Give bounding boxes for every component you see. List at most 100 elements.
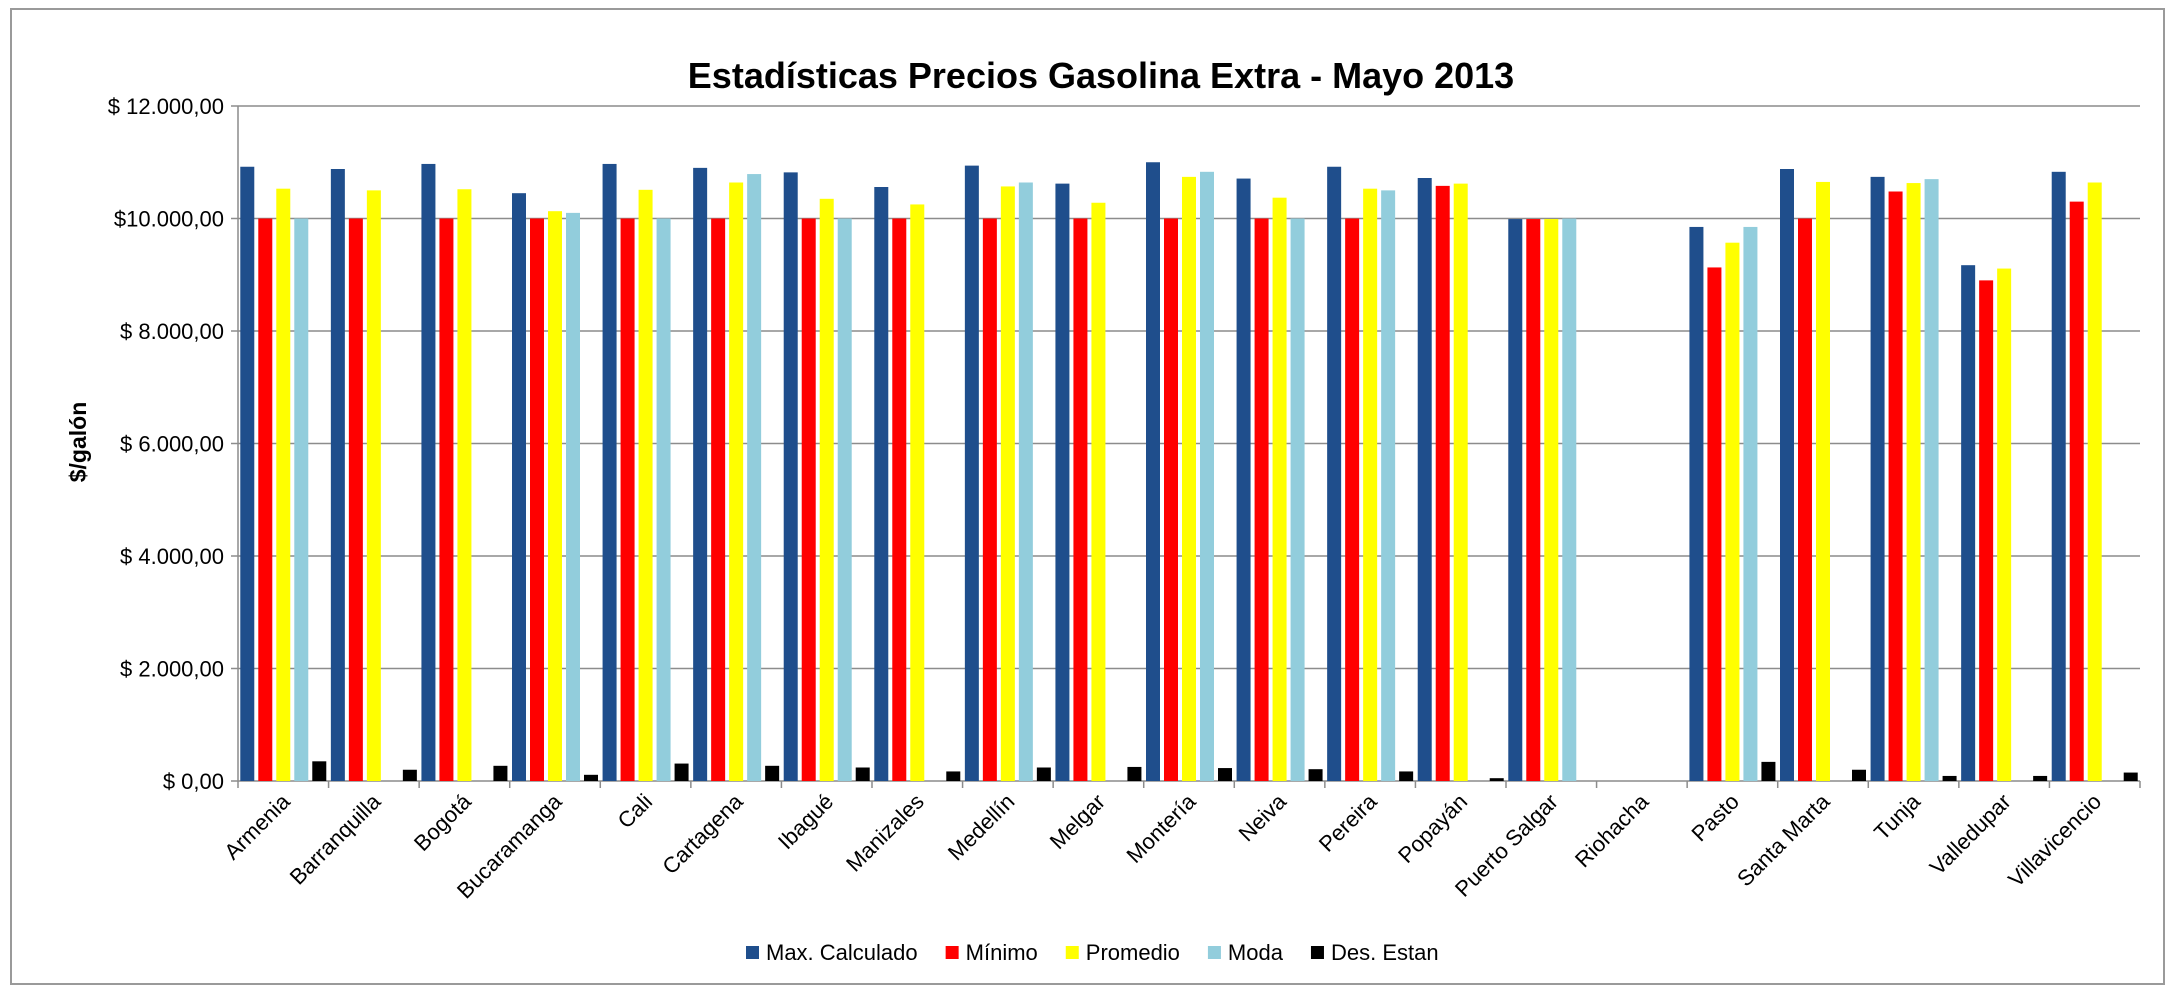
legend-swatch xyxy=(1065,946,1079,959)
y-tick-label: $10.000,00 xyxy=(114,207,224,232)
bar-max-calculado-12 xyxy=(1327,166,1342,781)
bar-promedio-2 xyxy=(457,189,472,781)
bar-m-nimo-4 xyxy=(620,218,635,781)
bar-des-estan-4 xyxy=(674,763,689,781)
bar-des-estan-6 xyxy=(855,767,870,781)
x-tick-label: Medellín xyxy=(943,789,1019,865)
bar-max-calculado-18 xyxy=(1870,176,1885,781)
bar-promedio-19 xyxy=(1997,268,2012,781)
legend-swatch xyxy=(945,946,959,959)
bar-promedio-8 xyxy=(1000,186,1015,781)
bar-promedio-7 xyxy=(910,204,925,781)
x-tick-label: Riohacha xyxy=(1570,788,1654,872)
bar-max-calculado-5 xyxy=(693,167,708,781)
x-tick-label: Cartagena xyxy=(657,788,748,879)
bar-max-calculado-11 xyxy=(1236,178,1251,781)
bar-des-estan-18 xyxy=(1942,775,1957,781)
y-tick-label: $ 2.000,00 xyxy=(120,657,224,682)
x-tick-label: Valledupar xyxy=(1925,789,2016,880)
bar-m-nimo-9 xyxy=(1073,218,1088,781)
bar-des-estan-2 xyxy=(493,765,508,781)
bar-max-calculado-3 xyxy=(512,193,526,781)
bar-m-nimo-16 xyxy=(1707,267,1722,781)
bar-moda-18 xyxy=(1924,179,1939,781)
bar-des-estan-16 xyxy=(1761,761,1776,781)
bar-des-estan-9 xyxy=(1127,766,1142,781)
bar-max-calculado-17 xyxy=(1780,169,1794,781)
bar-max-calculado-0 xyxy=(240,166,255,781)
bar-moda-16 xyxy=(1743,226,1758,781)
bar-promedio-4 xyxy=(638,189,653,781)
bar-promedio-10 xyxy=(1182,176,1196,781)
bar-max-calculado-8 xyxy=(964,165,979,781)
y-tick-label: $ 8.000,00 xyxy=(120,319,224,344)
legend-label: Promedio xyxy=(1086,940,1180,965)
y-tick-label: $ 4.000,00 xyxy=(120,544,224,569)
bar-promedio-9 xyxy=(1091,202,1106,781)
bar-promedio-16 xyxy=(1725,242,1740,781)
bar-max-calculado-13 xyxy=(1417,178,1432,781)
bar-des-estan-7 xyxy=(946,771,961,781)
x-tick-label: Montería xyxy=(1121,788,1201,868)
bar-max-calculado-14 xyxy=(1508,219,1523,781)
bar-m-nimo-18 xyxy=(1888,191,1903,781)
y-tick-label: $ 6.000,00 xyxy=(120,432,224,457)
x-tick-label: Ibagué xyxy=(773,789,838,854)
bar-moda-3 xyxy=(566,212,580,781)
bar-m-nimo-14 xyxy=(1526,219,1541,781)
bar-moda-10 xyxy=(1200,171,1214,781)
x-tick-label: Pasto xyxy=(1687,789,1744,846)
bar-m-nimo-19 xyxy=(1979,280,1994,781)
bar-promedio-20 xyxy=(2087,182,2102,781)
bar-moda-12 xyxy=(1381,190,1396,781)
bar-des-estan-3 xyxy=(584,774,598,781)
legend-swatch xyxy=(1310,946,1324,959)
bar-des-estan-20 xyxy=(2123,772,2138,781)
bar-max-calculado-16 xyxy=(1689,226,1704,781)
bar-max-calculado-9 xyxy=(1055,183,1070,781)
bar-promedio-13 xyxy=(1453,183,1468,781)
bar-m-nimo-3 xyxy=(530,218,544,781)
x-tick-label: Popayán xyxy=(1393,789,1472,868)
bar-des-estan-13 xyxy=(1489,778,1504,781)
bar-moda-8 xyxy=(1018,182,1033,781)
bar-moda-14 xyxy=(1562,218,1577,781)
bar-m-nimo-10 xyxy=(1164,218,1178,781)
bar-promedio-3 xyxy=(548,211,562,781)
chart-title: Estadísticas Precios Gasolina Extra - Ma… xyxy=(688,55,1514,96)
bar-des-estan-10 xyxy=(1218,768,1232,781)
bar-m-nimo-0 xyxy=(258,218,273,781)
x-tick-label: Melgar xyxy=(1045,789,1110,854)
y-tick-label: $ 0,00 xyxy=(163,769,224,794)
bar-max-calculado-19 xyxy=(1961,265,1976,781)
bar-promedio-14 xyxy=(1544,219,1559,781)
bar-max-calculado-4 xyxy=(602,163,617,781)
legend-label: Mínimo xyxy=(966,940,1038,965)
bar-des-estan-1 xyxy=(402,769,417,781)
bar-m-nimo-13 xyxy=(1435,185,1450,781)
legend: Max. Calculado Mínimo Promedio Moda Des. Est… xyxy=(746,940,1439,965)
bar-moda-0 xyxy=(294,218,309,781)
bar-m-nimo-7 xyxy=(892,218,907,781)
bar-m-nimo-11 xyxy=(1254,218,1269,781)
x-tick-label: Neiva xyxy=(1234,788,1292,846)
bar-m-nimo-2 xyxy=(439,218,454,781)
x-tick-label: Manizales xyxy=(841,789,929,877)
bar-des-estan-17 xyxy=(1852,769,1866,781)
bar-promedio-6 xyxy=(819,198,834,781)
y-axis-label: $/galón xyxy=(65,402,91,483)
bar-m-nimo-8 xyxy=(982,218,997,781)
bar-m-nimo-12 xyxy=(1345,218,1360,781)
bar-max-calculado-10 xyxy=(1146,162,1160,781)
bar-m-nimo-17 xyxy=(1798,218,1812,781)
bar-promedio-18 xyxy=(1906,183,1921,781)
bar-moda-5 xyxy=(747,174,762,781)
bar-promedio-17 xyxy=(1816,181,1830,781)
bar-max-calculado-6 xyxy=(783,172,798,781)
bar-des-estan-5 xyxy=(765,765,780,781)
bar-des-estan-0 xyxy=(312,761,327,781)
bar-moda-11 xyxy=(1290,218,1305,781)
legend-label: Des. Estan xyxy=(1331,940,1439,965)
legend-label: Moda xyxy=(1228,940,1284,965)
